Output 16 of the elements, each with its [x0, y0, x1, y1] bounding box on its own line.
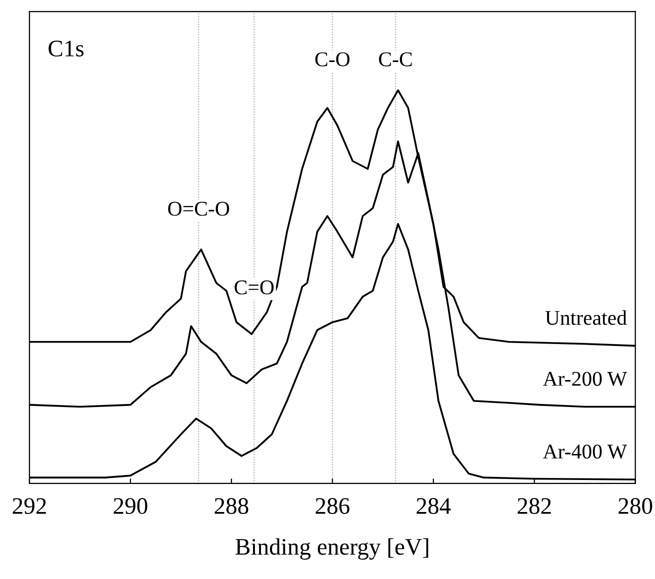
annotation: C=O — [234, 280, 274, 294]
x-tick-label: 290 — [114, 498, 148, 514]
series-label: Ar-200 W — [542, 372, 627, 386]
x-tick-label: 286 — [316, 498, 350, 514]
series-label: Ar-400 W — [542, 444, 627, 459]
annotation: C-O — [315, 52, 350, 66]
x-tick-label: 282 — [518, 498, 551, 514]
x-tick-label: 288 — [214, 498, 248, 514]
annotation: O=C-O — [168, 202, 230, 216]
x-axis-title: Binding energy [eV] — [236, 538, 428, 560]
x-tick-label: 284 — [416, 498, 451, 514]
x-tick-label: 280 — [618, 498, 652, 514]
text: C1s — [48, 40, 84, 57]
series-label: Untreated — [545, 310, 627, 325]
annotation: C-C — [379, 52, 412, 66]
x-tick-label: 292 — [12, 498, 46, 514]
